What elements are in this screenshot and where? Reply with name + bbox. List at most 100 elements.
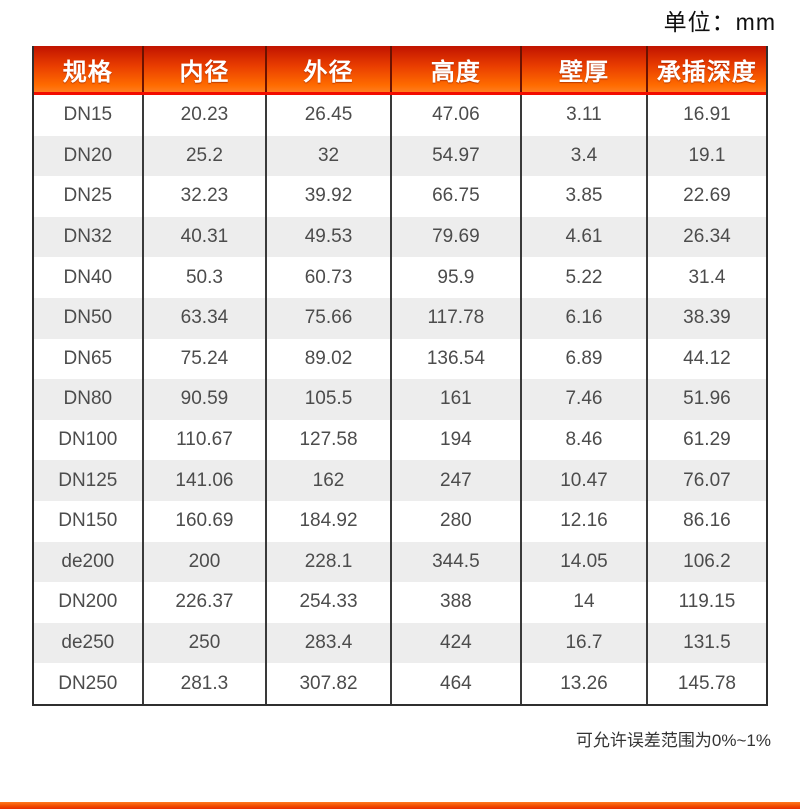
cell-spec: DN50 (63, 307, 113, 329)
cell-spec: DN200 (58, 591, 118, 613)
cell-outer-diameter: 32 (265, 135, 389, 177)
cell-inner-diameter: 25.2 (141, 135, 266, 177)
cell-outer-diameter: 162 (265, 460, 389, 501)
table-row: DN15 20.23 26.45 47.06 3.11 16.91 (34, 95, 766, 136)
table-row: DN32 40.31 49.53 79.69 4.61 26.34 (34, 216, 766, 258)
cell-wall-thickness: 3.4 (520, 135, 646, 177)
table-body: DN15 20.23 26.45 47.06 3.11 16.91 DN20 2… (34, 95, 766, 704)
table-row: DN150 160.69 184.92 280 12.16 86.16 (34, 500, 766, 542)
table-row: DN125 141.06 162 247 10.47 76.07 (34, 460, 766, 501)
spec-table: 规格 内径 外径 高度 壁厚 承插深度 DN15 20.23 26.45 47.… (32, 46, 768, 706)
cell-height: 424 (389, 622, 520, 664)
cell-socket-depth: 26.34 (645, 216, 766, 258)
cell-socket-depth: 16.91 (645, 95, 766, 136)
cell-outer-diameter: 26.45 (265, 95, 389, 136)
column-header-socket-depth: 承插深度 (645, 46, 766, 92)
cell-spec: de250 (61, 632, 115, 654)
cell-socket-depth: 44.12 (645, 338, 766, 380)
cell-socket-depth: 31.4 (645, 257, 766, 298)
cell-socket-depth: 51.96 (645, 379, 766, 420)
cell-wall-thickness: 3.85 (520, 176, 646, 217)
column-header-height: 高度 (389, 46, 520, 92)
header-underline (34, 92, 766, 95)
cell-wall-thickness: 6.16 (520, 297, 646, 339)
table-row: DN20 25.2 32 54.97 3.4 19.1 (34, 135, 766, 177)
column-header-inner-diameter: 内径 (141, 46, 266, 92)
cell-outer-diameter: 184.92 (265, 500, 389, 542)
cell-outer-diameter: 283.4 (265, 622, 389, 664)
cell-outer-diameter: 228.1 (265, 541, 389, 583)
table-row: DN65 75.24 89.02 136.54 6.89 44.12 (34, 338, 766, 380)
cell-wall-thickness: 7.46 (520, 379, 646, 420)
cell-outer-diameter: 39.92 (265, 176, 389, 217)
cell-socket-depth: 76.07 (645, 460, 766, 501)
cell-height: 117.78 (389, 297, 520, 339)
cell-inner-diameter: 250 (141, 622, 266, 664)
cell-spec: DN20 (63, 144, 113, 166)
cell-inner-diameter: 160.69 (141, 500, 266, 542)
cell-spec: DN125 (58, 469, 118, 491)
cell-height: 136.54 (389, 338, 520, 380)
cell-outer-diameter: 254.33 (265, 582, 389, 623)
cell-inner-diameter: 32.23 (141, 176, 266, 217)
cell-height: 247 (389, 460, 520, 501)
cell-inner-diameter: 281.3 (141, 663, 266, 704)
table-header-row: 规格 内径 外径 高度 壁厚 承插深度 (34, 46, 766, 92)
cell-socket-depth: 86.16 (645, 500, 766, 542)
cell-inner-diameter: 63.34 (141, 297, 266, 339)
cell-inner-diameter: 110.67 (141, 419, 266, 461)
cell-outer-diameter: 49.53 (265, 216, 389, 258)
cell-wall-thickness: 4.61 (520, 216, 646, 258)
cell-outer-diameter: 75.66 (265, 297, 389, 339)
table-row: DN25 32.23 39.92 66.75 3.85 22.69 (34, 176, 766, 217)
cell-socket-depth: 19.1 (645, 135, 766, 177)
cell-wall-thickness: 8.46 (520, 419, 646, 461)
cell-wall-thickness: 10.47 (520, 460, 646, 501)
table-row: DN250 281.3 307.82 464 13.26 145.78 (34, 663, 766, 704)
cell-height: 280 (389, 500, 520, 542)
cell-socket-depth: 131.5 (645, 622, 766, 664)
table-row: DN40 50.3 60.73 95.9 5.22 31.4 (34, 257, 766, 298)
cell-inner-diameter: 40.31 (141, 216, 266, 258)
cell-socket-depth: 145.78 (645, 663, 766, 704)
table-row: DN50 63.34 75.66 117.78 6.16 38.39 (34, 297, 766, 339)
table-row: DN80 90.59 105.5 161 7.46 51.96 (34, 379, 766, 420)
cell-spec: DN32 (63, 226, 113, 248)
cell-inner-diameter: 90.59 (141, 379, 266, 420)
cell-wall-thickness: 13.26 (520, 663, 646, 704)
bottom-accent-bar (0, 802, 800, 809)
cell-spec: DN80 (63, 388, 113, 410)
cell-spec: DN100 (58, 429, 118, 451)
cell-height: 194 (389, 419, 520, 461)
cell-socket-depth: 119.15 (645, 582, 766, 623)
cell-inner-diameter: 141.06 (141, 460, 266, 501)
cell-spec: DN25 (63, 185, 113, 207)
cell-height: 464 (389, 663, 520, 704)
cell-height: 79.69 (389, 216, 520, 258)
cell-spec: DN250 (58, 672, 118, 694)
cell-outer-diameter: 307.82 (265, 663, 389, 704)
cell-wall-thickness: 14 (520, 582, 646, 623)
cell-spec: DN40 (63, 266, 113, 288)
unit-label: 单位：mm (663, 9, 776, 35)
cell-wall-thickness: 6.89 (520, 338, 646, 380)
column-header-outer-diameter: 外径 (265, 46, 389, 92)
cell-socket-depth: 22.69 (645, 176, 766, 217)
table-row: de200 200 228.1 344.5 14.05 106.2 (34, 541, 766, 583)
cell-socket-depth: 61.29 (645, 419, 766, 461)
cell-outer-diameter: 105.5 (265, 379, 389, 420)
cell-wall-thickness: 5.22 (520, 257, 646, 298)
cell-spec: DN15 (63, 104, 113, 126)
cell-height: 54.97 (389, 135, 520, 177)
cell-wall-thickness: 16.7 (520, 622, 646, 664)
table-row: DN100 110.67 127.58 194 8.46 61.29 (34, 419, 766, 461)
cell-inner-diameter: 226.37 (141, 582, 266, 623)
cell-spec: de200 (61, 550, 115, 572)
cell-height: 388 (389, 582, 520, 623)
table-row: DN200 226.37 254.33 388 14 119.15 (34, 582, 766, 623)
cell-inner-diameter: 20.23 (141, 95, 266, 136)
cell-height: 344.5 (389, 541, 520, 583)
cell-outer-diameter: 60.73 (265, 257, 389, 298)
cell-spec: DN65 (63, 347, 113, 369)
